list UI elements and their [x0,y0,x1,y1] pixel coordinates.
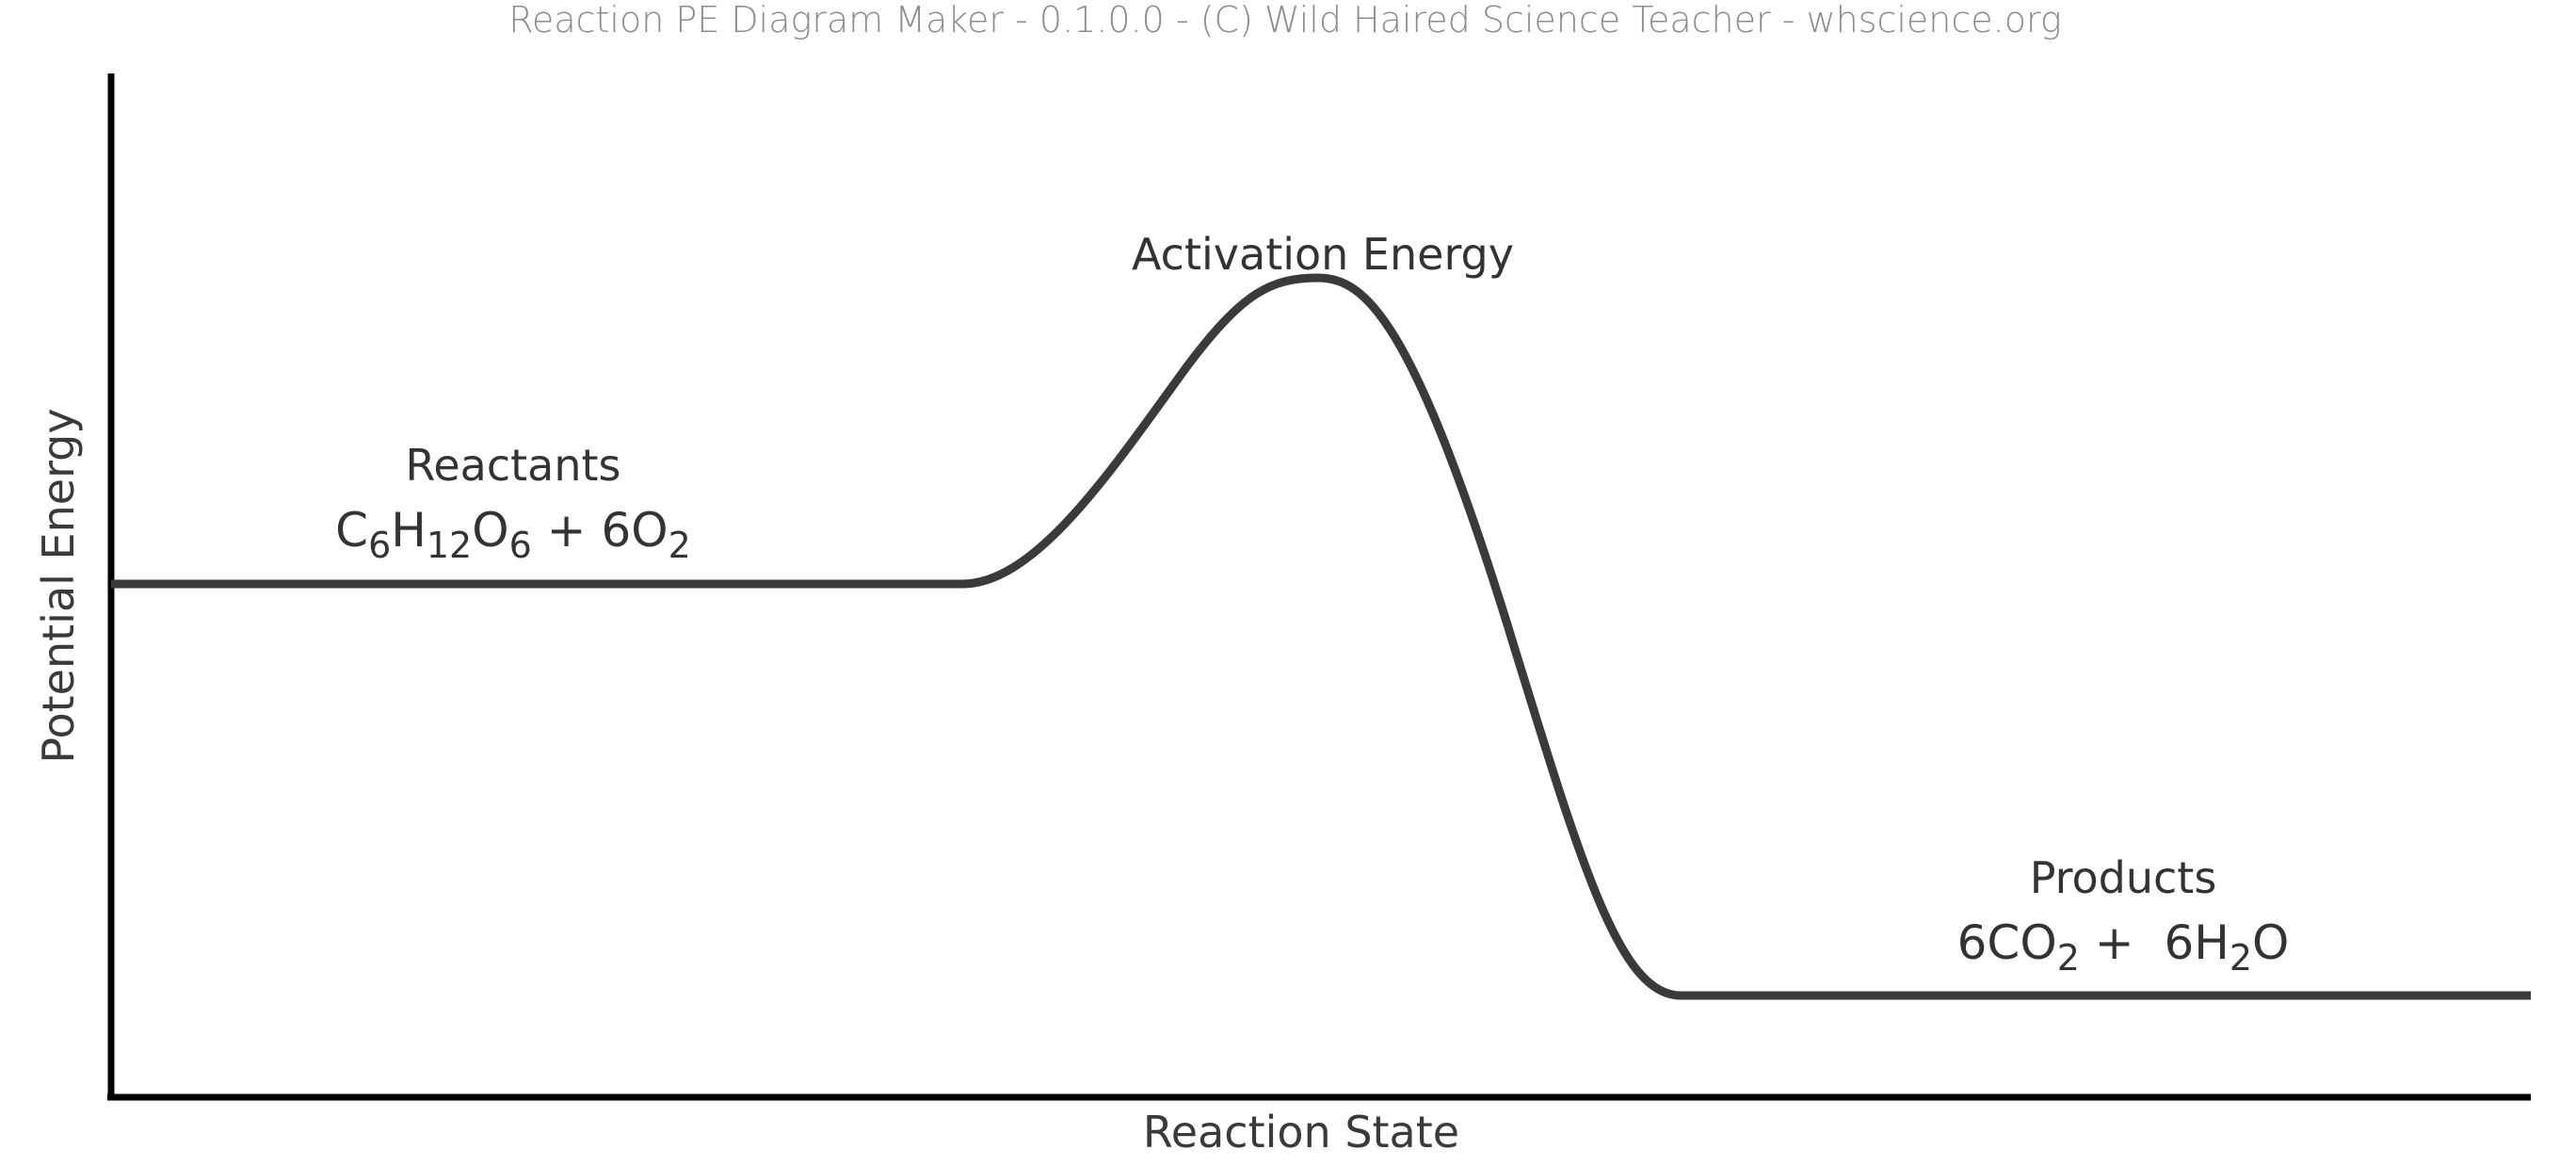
reactants-formula-text: C [335,503,368,558]
credit-line: Reaction PE Diagram Maker - 0.1.0.0 - (C… [508,0,2061,40]
products-label: Products [2030,852,2217,903]
y-axis-label: Potential Energy [33,408,84,763]
products-formula-text: O [2252,915,2289,970]
x-axis-label: Reaction State [1143,1107,1459,1158]
products-formula: 6CO2 + 6H2O [1957,915,2290,979]
energy-curve [111,273,2531,1000]
reactants-formula-subscript: 2 [668,525,691,566]
reactants-formula-subscript: 12 [427,525,472,566]
reactants-formula-text: + 6O [532,503,668,558]
reactants-formula-subscript: 6 [509,525,532,566]
products-formula-subscript: 2 [2057,937,2080,979]
reactants-formula-text: H [391,503,427,558]
reactants-formula-subscript: 6 [368,525,391,566]
reactants-formula: C6H12O6 + 6O2 [335,503,691,566]
activation-energy-label: Activation Energy [1132,229,1514,280]
reactants-label: Reactants [405,440,620,491]
products-formula-text: + 6H [2080,915,2230,970]
products-formula-text: 6CO [1957,915,2057,970]
reactants-formula-text: O [472,503,508,558]
products-formula-subscript: 2 [2230,937,2252,979]
